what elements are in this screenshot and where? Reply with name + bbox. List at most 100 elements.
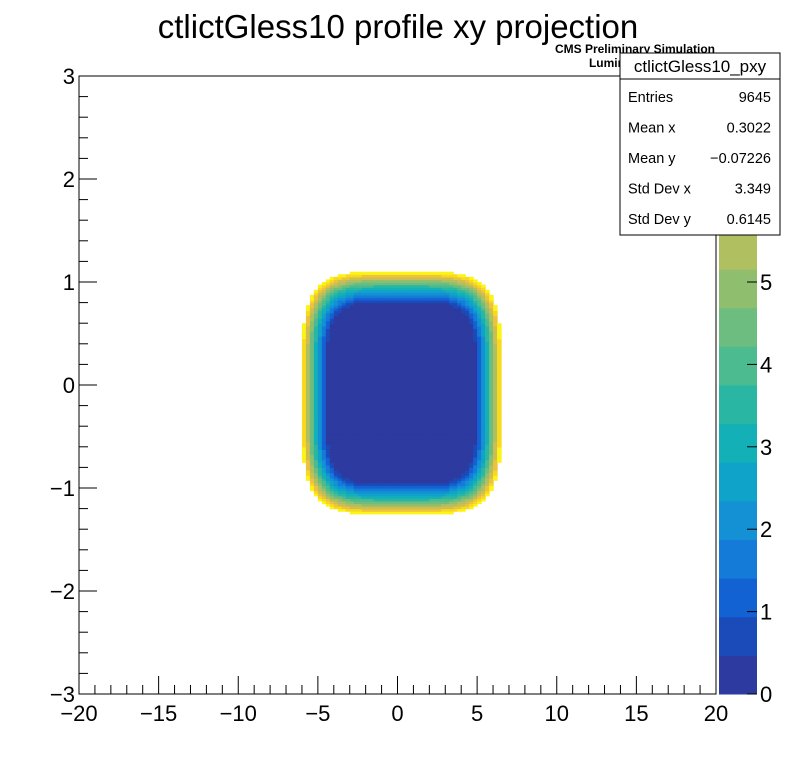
heatmap-cell [437,413,442,417]
heatmap-cell [497,408,502,412]
heatmap-cell [317,441,323,445]
heatmap-cell [433,418,438,422]
heatmap-cell [445,511,450,515]
heatmap-cell [333,351,339,355]
heatmap-cell [361,472,367,476]
heatmap-cell [301,433,307,438]
heatmap-cell [369,477,375,481]
heatmap-cell [309,320,315,324]
heatmap-cell [341,423,347,427]
heatmap-cell [401,276,407,281]
heatmap-cell [397,387,403,391]
heatmap-cell [393,449,399,453]
heatmap-cell [417,457,422,461]
heatmap-cell [453,495,458,499]
heatmap-cell [365,276,371,281]
heatmap-cell [341,289,347,293]
heatmap-cell [469,436,474,440]
heatmap-cell [425,436,430,440]
heatmap-cell [441,410,446,414]
heatmap-cell [353,413,359,417]
heatmap-cell [325,315,331,319]
heatmap-cell [353,341,359,345]
heatmap-cell [385,490,391,494]
heatmap-cell [397,271,403,275]
heatmap-cell [441,480,446,484]
heatmap-cell [381,421,387,425]
heatmap-cell [361,374,367,378]
heatmap-cell [413,444,419,448]
heatmap-cell [397,374,403,378]
heatmap-cell [465,457,470,461]
heatmap-cell [461,387,466,391]
heatmap-cell [313,341,319,345]
heatmap-cell [445,379,450,384]
heatmap-cell [417,377,422,381]
heatmap-cell [493,343,498,347]
heatmap-cell [341,495,347,499]
heatmap-cell [325,413,331,417]
heatmap-cell [401,271,407,275]
heatmap-cell [325,300,331,304]
heatmap-cell [457,356,462,360]
heatmap-cell [349,287,355,291]
heatmap-cell [481,294,486,299]
heatmap-cell [373,508,379,512]
heatmap-cell [421,418,426,422]
heatmap-cell [369,374,375,378]
heatmap-cell [389,390,395,394]
heatmap-cell [445,300,450,304]
heatmap-cell [429,477,434,481]
heatmap-cell [433,462,438,466]
heatmap-cell [429,297,434,301]
heatmap-cell [393,312,399,317]
heatmap-cell [365,421,371,425]
heatmap-cell [493,418,498,422]
heatmap-cell [381,284,387,288]
heatmap-cell [385,364,391,368]
heatmap-cell [461,274,466,278]
heatmap-cell [365,413,371,417]
heatmap-cell [413,469,419,474]
heatmap-cell [389,307,395,311]
heatmap-cell [489,343,494,347]
heatmap-cell [313,300,319,304]
heatmap-cell [429,485,434,489]
heatmap-cell [389,426,395,430]
heatmap-cell [425,469,430,474]
heatmap-cell [309,338,315,342]
heatmap-cell [341,413,347,417]
heatmap-cell [389,397,395,402]
heatmap-cell [437,366,442,371]
heatmap-cell [445,341,450,345]
heatmap-cell [409,320,415,324]
heatmap-cell [333,480,339,484]
heatmap-cell [417,467,422,471]
z-tick-label: 1 [760,600,772,625]
heatmap-cell [405,369,411,373]
heatmap-cell [333,390,339,394]
heatmap-cell [485,421,490,425]
heatmap-cell [493,454,498,458]
palette-band [719,578,757,618]
heatmap-cell [393,500,399,505]
heatmap-cell [349,302,355,306]
heatmap-cell [485,446,490,450]
heatmap-cell [349,338,355,342]
heatmap-cell [433,511,438,515]
heatmap-cell [473,490,478,494]
heatmap-cell [429,341,434,345]
heatmap-cell [337,421,343,425]
heatmap-cell [481,446,486,450]
heatmap-cell [305,348,311,353]
heatmap-cell [381,282,387,286]
heatmap-cell [353,500,359,505]
heatmap-cell [421,454,426,458]
heatmap-cell [401,446,407,450]
heatmap-cell [409,361,415,365]
heatmap-cell [393,271,399,275]
heatmap-cell [401,444,407,448]
heatmap-cell [453,276,458,281]
heatmap-cell [469,477,474,481]
heatmap-cell [437,294,442,299]
